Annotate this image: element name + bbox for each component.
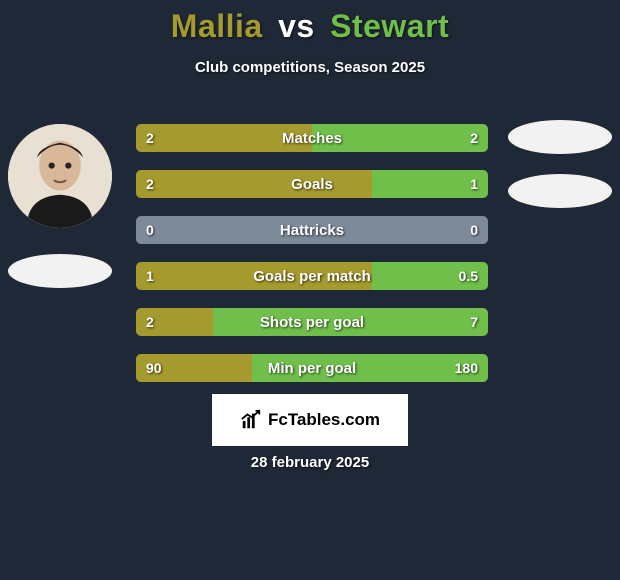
fctables-logo[interactable]: FcTables.com — [212, 394, 408, 446]
stat-row-goals: 21Goals — [136, 170, 488, 198]
vs-text: vs — [278, 8, 315, 44]
player1-badge-placeholder — [8, 254, 112, 288]
comparison-bars: 22Matches 21Goals 00Hattricks 10.5Goals per… — [136, 124, 488, 400]
player2-name: Stewart — [330, 8, 449, 44]
player2-avatar-placeholder — [508, 120, 612, 154]
stat-row-matches: 22Matches — [136, 124, 488, 152]
stat-row-hattricks: 00Hattricks — [136, 216, 488, 244]
stat-label: Min per goal — [136, 354, 488, 382]
player1-avatar — [8, 124, 112, 228]
stat-label: Goals per match — [136, 262, 488, 290]
logo-text: FcTables.com — [268, 410, 380, 430]
player2-badge-placeholder — [508, 174, 612, 208]
stat-row-min-per-goal: 90180Min per goal — [136, 354, 488, 382]
stat-label: Shots per goal — [136, 308, 488, 336]
subtitle: Club competitions, Season 2025 — [0, 59, 620, 76]
stat-label: Matches — [136, 124, 488, 152]
stat-row-goals-per-match: 10.5Goals per match — [136, 262, 488, 290]
comparison-title: Mallia vs Stewart — [0, 0, 620, 45]
date: 28 february 2025 — [0, 454, 620, 471]
stat-label: Goals — [136, 170, 488, 198]
stat-row-shots-per-goal: 27Shots per goal — [136, 308, 488, 336]
chart-icon — [240, 409, 262, 431]
stat-label: Hattricks — [136, 216, 488, 244]
player1-name: Mallia — [171, 8, 263, 44]
